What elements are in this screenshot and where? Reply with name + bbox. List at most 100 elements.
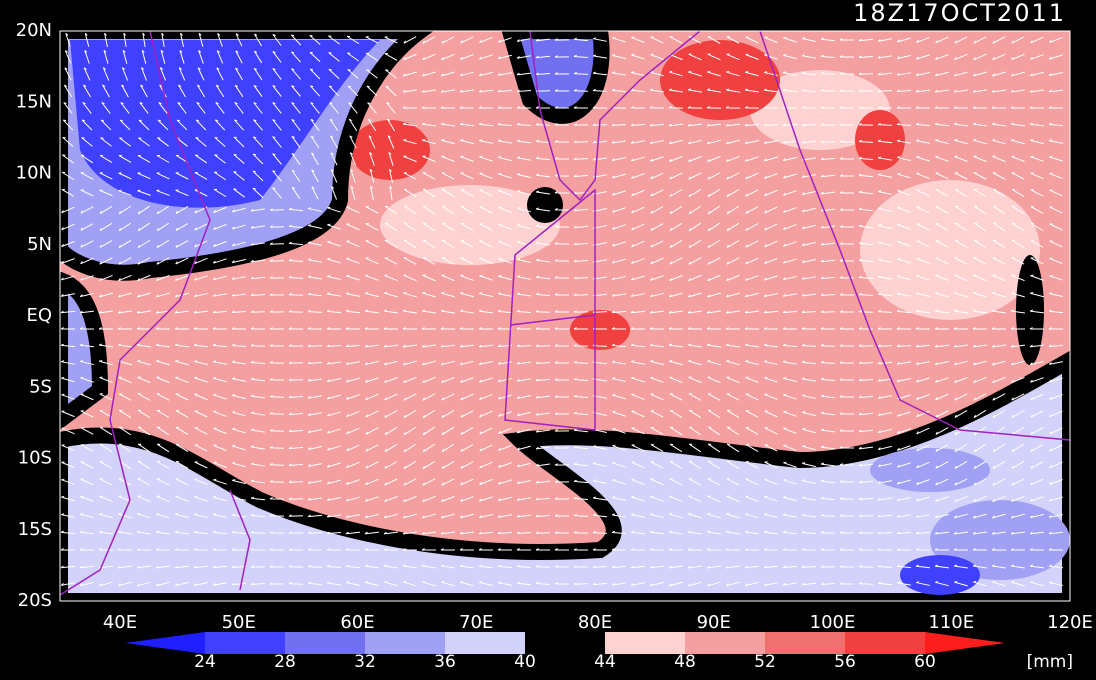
wind-arrow <box>650 189 664 197</box>
wind-arrow <box>142 32 146 47</box>
wind-arrow <box>877 445 892 451</box>
wind-arrow <box>916 223 930 231</box>
wind-arrow <box>991 309 1006 314</box>
wind-arrow <box>668 123 684 127</box>
wind-arrow <box>611 310 627 314</box>
wind-arrow <box>1011 205 1025 215</box>
wind-arrow <box>326 445 341 451</box>
wind-arrow <box>155 530 171 535</box>
wind-arrow <box>1030 155 1044 162</box>
wind-arrow <box>422 138 436 145</box>
wind-arrow <box>688 155 702 163</box>
wind-arrow <box>992 239 1006 249</box>
wind-arrow <box>345 531 361 535</box>
wind-arrow <box>954 155 968 162</box>
wind-arrow <box>915 361 930 365</box>
wind-arrow <box>801 582 817 586</box>
wind-arrow <box>992 443 1006 453</box>
wind-arrow <box>669 376 683 384</box>
wind-arrow <box>231 241 246 247</box>
wind-arrow <box>516 72 532 76</box>
coastline <box>60 31 211 596</box>
wind-arrow <box>801 88 817 92</box>
wind-arrow <box>99 426 113 436</box>
wind-arrow <box>763 548 779 551</box>
wind-arrow <box>402 344 418 348</box>
wind-arrow <box>120 101 130 114</box>
wind-arrow <box>707 512 721 519</box>
wind-arrow <box>801 54 816 59</box>
wind-arrow <box>820 242 836 246</box>
wind-arrow <box>459 344 475 348</box>
wind-arrow <box>1030 581 1044 587</box>
wind-arrow <box>611 530 627 535</box>
wind-arrow <box>1048 548 1064 551</box>
wind-arrow <box>745 257 759 265</box>
wind-arrow <box>744 343 760 348</box>
wind-arrow <box>479 155 493 162</box>
wind-arrow <box>726 222 740 232</box>
wind-arrow <box>915 89 931 93</box>
wind-arrow <box>554 327 570 330</box>
wind-arrow <box>916 257 930 264</box>
wind-arrow <box>725 310 740 314</box>
wind-arrow <box>839 327 855 330</box>
wind-arrow <box>611 360 626 365</box>
wind-arrow <box>535 463 551 467</box>
wind-arrow <box>1030 478 1044 486</box>
wind-arrow <box>459 531 475 535</box>
wind-arrow <box>745 360 759 366</box>
wind-arrow <box>60 582 75 586</box>
wind-arrow <box>535 190 551 195</box>
wind-arrow <box>877 292 893 297</box>
wind-arrow <box>118 172 132 180</box>
wind-arrow <box>309 68 321 80</box>
precip-field <box>60 31 1070 601</box>
wind-arrow <box>878 224 892 230</box>
wind-arrow <box>611 327 627 330</box>
wind-arrow <box>269 548 285 551</box>
wind-arrow <box>232 410 246 417</box>
wind-arrow <box>80 410 94 418</box>
wind-arrow <box>1030 427 1044 435</box>
wind-arrow <box>441 274 455 282</box>
wind-arrow <box>365 206 379 214</box>
wind-arrow <box>630 88 646 93</box>
wind-arrow <box>953 122 969 127</box>
wind-arrow <box>630 156 645 162</box>
wind-arrow <box>820 428 836 433</box>
wind-arrow <box>460 496 474 502</box>
wind-arrow <box>706 88 721 93</box>
wind-arrow <box>858 581 874 585</box>
wind-arrow <box>175 240 189 248</box>
wind-arrow <box>253 50 263 64</box>
wind-arrow <box>554 89 570 92</box>
wind-arrow <box>897 428 911 434</box>
wind-arrow <box>801 71 817 76</box>
wind-arrow <box>175 410 189 418</box>
wind-arrow <box>460 581 474 587</box>
wind-arrow <box>421 327 437 330</box>
wind-arrow <box>839 38 855 41</box>
wind-arrow <box>631 206 645 214</box>
wind-arrow <box>839 344 855 347</box>
wind-arrow <box>612 496 626 502</box>
wind-arrow <box>573 531 589 534</box>
wind-arrow <box>877 395 892 399</box>
wind-arrow <box>479 189 493 197</box>
wind-arrow <box>441 222 455 232</box>
wind-arrow <box>177 101 187 114</box>
wind-arrow <box>516 275 531 280</box>
wind-arrow <box>839 225 855 228</box>
wind-arrow <box>858 89 874 92</box>
wind-arrow <box>1048 377 1063 383</box>
wind-arrow <box>252 136 264 148</box>
wind-arrow <box>212 258 227 264</box>
wind-arrow <box>327 206 341 213</box>
wind-arrow <box>326 462 341 468</box>
wind-arrow <box>535 327 551 330</box>
wind-arrow <box>440 548 456 551</box>
wind-arrow <box>1048 309 1064 314</box>
wind-arrow <box>346 394 360 400</box>
wind-arrow <box>365 461 379 469</box>
